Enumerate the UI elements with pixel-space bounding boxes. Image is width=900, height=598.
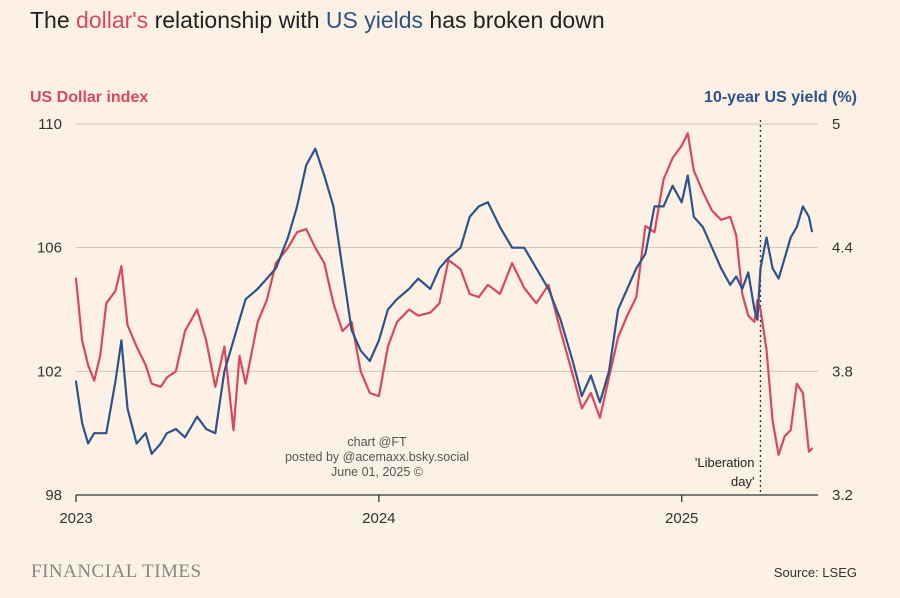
us-yield-line: [74, 147, 814, 455]
left-axis-ticks: 110 106 102 98: [37, 116, 62, 504]
right-tick-label: 5: [832, 116, 840, 133]
x-tick-label: 2023: [59, 510, 92, 527]
left-axis-label: US Dollar index: [30, 89, 148, 106]
right-tick-label: 4.4: [832, 240, 853, 257]
right-axis-label: 10-year US yield (%): [704, 89, 857, 106]
right-tick-label: 3.2: [832, 487, 853, 504]
x-axis-ticks: 2023 2024 2025: [59, 495, 698, 527]
series-lines: [74, 132, 814, 456]
watermark-line2: posted by @acemaxx.bsky.social: [285, 450, 469, 464]
gridlines: [76, 123, 818, 372]
source-note: Source: LSEG: [774, 565, 857, 580]
right-axis-ticks: 5 4.4 3.8 3.2: [832, 116, 853, 504]
x-tick-label: 2024: [362, 510, 395, 527]
liberation-day-label-line2: day': [731, 474, 754, 489]
left-tick-label: 106: [37, 240, 62, 257]
chart-title: The dollar's relationship with US yields…: [30, 7, 605, 33]
dollar-index-line: [74, 132, 814, 456]
left-tick-label: 98: [45, 487, 62, 504]
x-tick-label: 2025: [665, 510, 698, 527]
watermark-line1: chart @FT: [347, 435, 407, 449]
left-tick-label: 102: [37, 363, 62, 380]
left-tick-label: 110: [38, 116, 62, 133]
liberation-day-label-line1: 'Liberation: [695, 455, 755, 470]
watermark-line3: June 01, 2025 ©: [331, 465, 424, 479]
ft-brand-logo: FINANCIAL TIMES: [31, 561, 202, 582]
right-tick-label: 3.8: [832, 363, 853, 380]
